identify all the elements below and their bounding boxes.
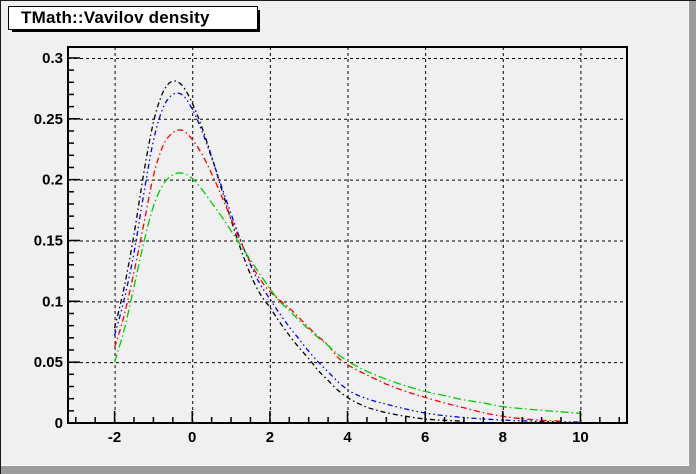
- x-tick-label: 2: [266, 429, 274, 446]
- x-tick-label: 4: [343, 429, 352, 446]
- y-tick-label: 0.1: [42, 293, 63, 310]
- y-tick-label: 0.05: [34, 354, 63, 371]
- axis-labels: -2 0 2 4 6 8 10 0 0.05 0.1 0.15 0.2 0.25 0.3: [34, 50, 589, 446]
- vavilov-curve-red[interactable]: [113, 129, 562, 422]
- y-tick-label: 0.2: [42, 172, 63, 189]
- vavilov-curve-black[interactable]: [113, 80, 465, 422]
- x-tick-label: 10: [572, 429, 589, 446]
- plot-title: TMath::Vavilov density: [21, 8, 210, 27]
- x-tick-label: 0: [188, 429, 196, 446]
- y-tick-label: 0.3: [42, 50, 63, 67]
- y-tick-label: 0.25: [34, 111, 63, 128]
- grid-lines: [68, 47, 627, 423]
- x-tick-label: 8: [499, 429, 507, 446]
- y-tick-label: 0: [55, 415, 63, 432]
- vavilov-curve-green[interactable]: [113, 172, 581, 414]
- axis-ticks: [68, 57, 620, 424]
- x-tick-label: 6: [421, 429, 429, 446]
- y-tick-label: 0.15: [34, 232, 63, 249]
- vavilov-curve-blue[interactable]: [113, 92, 581, 423]
- x-tick-label: -2: [108, 429, 121, 446]
- plot-title-box[interactable]: TMath::Vavilov density: [8, 6, 258, 30]
